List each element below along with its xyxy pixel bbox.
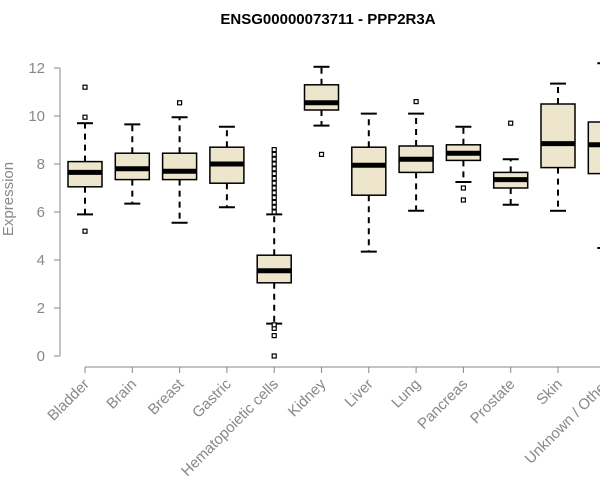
box-lung	[398, 98, 434, 212]
outlier-point	[177, 100, 183, 106]
y-axis-title: Expression	[0, 162, 17, 236]
outlier-point	[82, 228, 88, 234]
outlier-point	[271, 353, 277, 359]
box-bladder	[67, 84, 103, 234]
x-tick-label: Liver	[342, 376, 377, 411]
outlier-point	[271, 171, 277, 177]
box-hematopoietic-cells	[256, 147, 292, 359]
y-tick-label-4: 4	[37, 252, 45, 269]
x-tick-label: Gastric	[189, 375, 235, 421]
outlier-point	[271, 180, 277, 186]
outlier-point	[271, 166, 277, 172]
x-tick-label: Kidney	[285, 375, 330, 420]
chart-title: ENSG00000073711 - PPP2R3A	[220, 11, 435, 28]
iqr-box	[351, 146, 387, 196]
y-tick-label-0: 0	[37, 348, 45, 365]
box-liver	[351, 112, 387, 253]
outlier-point	[460, 185, 466, 191]
box-unknown-other	[587, 62, 600, 249]
y-axis: 0 2 4 6 8 10 12	[28, 60, 61, 365]
outlier-point	[413, 98, 419, 105]
y-tick-label-12: 12	[28, 60, 45, 77]
x-tick-label: Skin	[533, 376, 566, 409]
x-tick-label: Pancreas	[414, 376, 471, 433]
y-tick-label-6: 6	[37, 204, 45, 221]
iqr-box	[161, 152, 198, 181]
box-prostate	[492, 120, 529, 206]
y-tick-label-2: 2	[37, 300, 45, 317]
x-tick-label: Breast	[145, 375, 188, 418]
iqr-box	[587, 121, 600, 175]
outlier-point	[82, 114, 88, 120]
box-kidney	[303, 65, 340, 157]
x-tick-label: Brain	[103, 376, 140, 413]
plot-area	[67, 62, 600, 359]
box-pancreas	[445, 125, 482, 203]
outlier-point	[271, 209, 277, 215]
outlier-point	[271, 333, 277, 339]
outlier-point	[318, 151, 325, 157]
outlier-point	[271, 185, 277, 191]
outlier-point	[508, 120, 514, 126]
outlier-point	[271, 175, 277, 181]
outlier-point	[460, 197, 466, 203]
outlier-point	[271, 151, 277, 157]
x-tick-label: Lung	[388, 376, 424, 412]
iqr-box	[540, 103, 576, 169]
y-tick-label-8: 8	[37, 156, 45, 173]
iqr-box	[303, 84, 340, 111]
box-brain	[114, 123, 151, 205]
outlier-point	[271, 161, 277, 167]
y-tick-label-10: 10	[28, 108, 45, 125]
outlier-point	[271, 147, 277, 153]
outlier-point	[82, 84, 88, 90]
x-tick-label: Prostate	[467, 376, 519, 428]
outlier-point	[271, 322, 277, 328]
outlier-point	[271, 156, 277, 162]
x-tick-label: Bladder	[44, 376, 93, 425]
box-skin	[540, 82, 576, 212]
box-breast	[161, 100, 198, 224]
outlier-point	[271, 195, 277, 201]
outlier-point	[271, 204, 277, 210]
outlier-point	[271, 199, 277, 205]
outlier-point	[271, 190, 277, 196]
box-gastric	[209, 125, 245, 209]
